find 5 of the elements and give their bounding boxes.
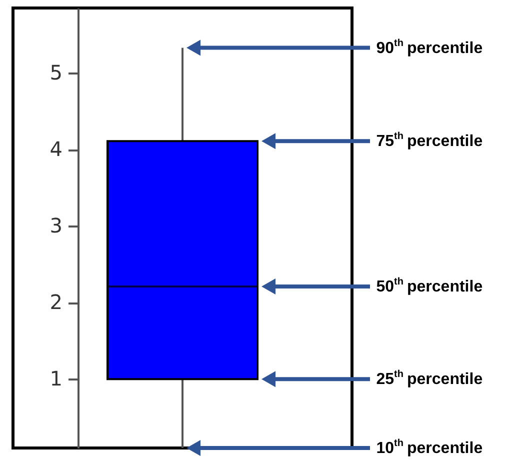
y-tick-label: 3	[50, 214, 62, 238]
y-tick-label: 2	[50, 290, 62, 314]
y-tick-label: 5	[50, 60, 62, 85]
y-tick-label: 4	[50, 137, 62, 162]
y-tick-label: 1	[50, 366, 62, 391]
